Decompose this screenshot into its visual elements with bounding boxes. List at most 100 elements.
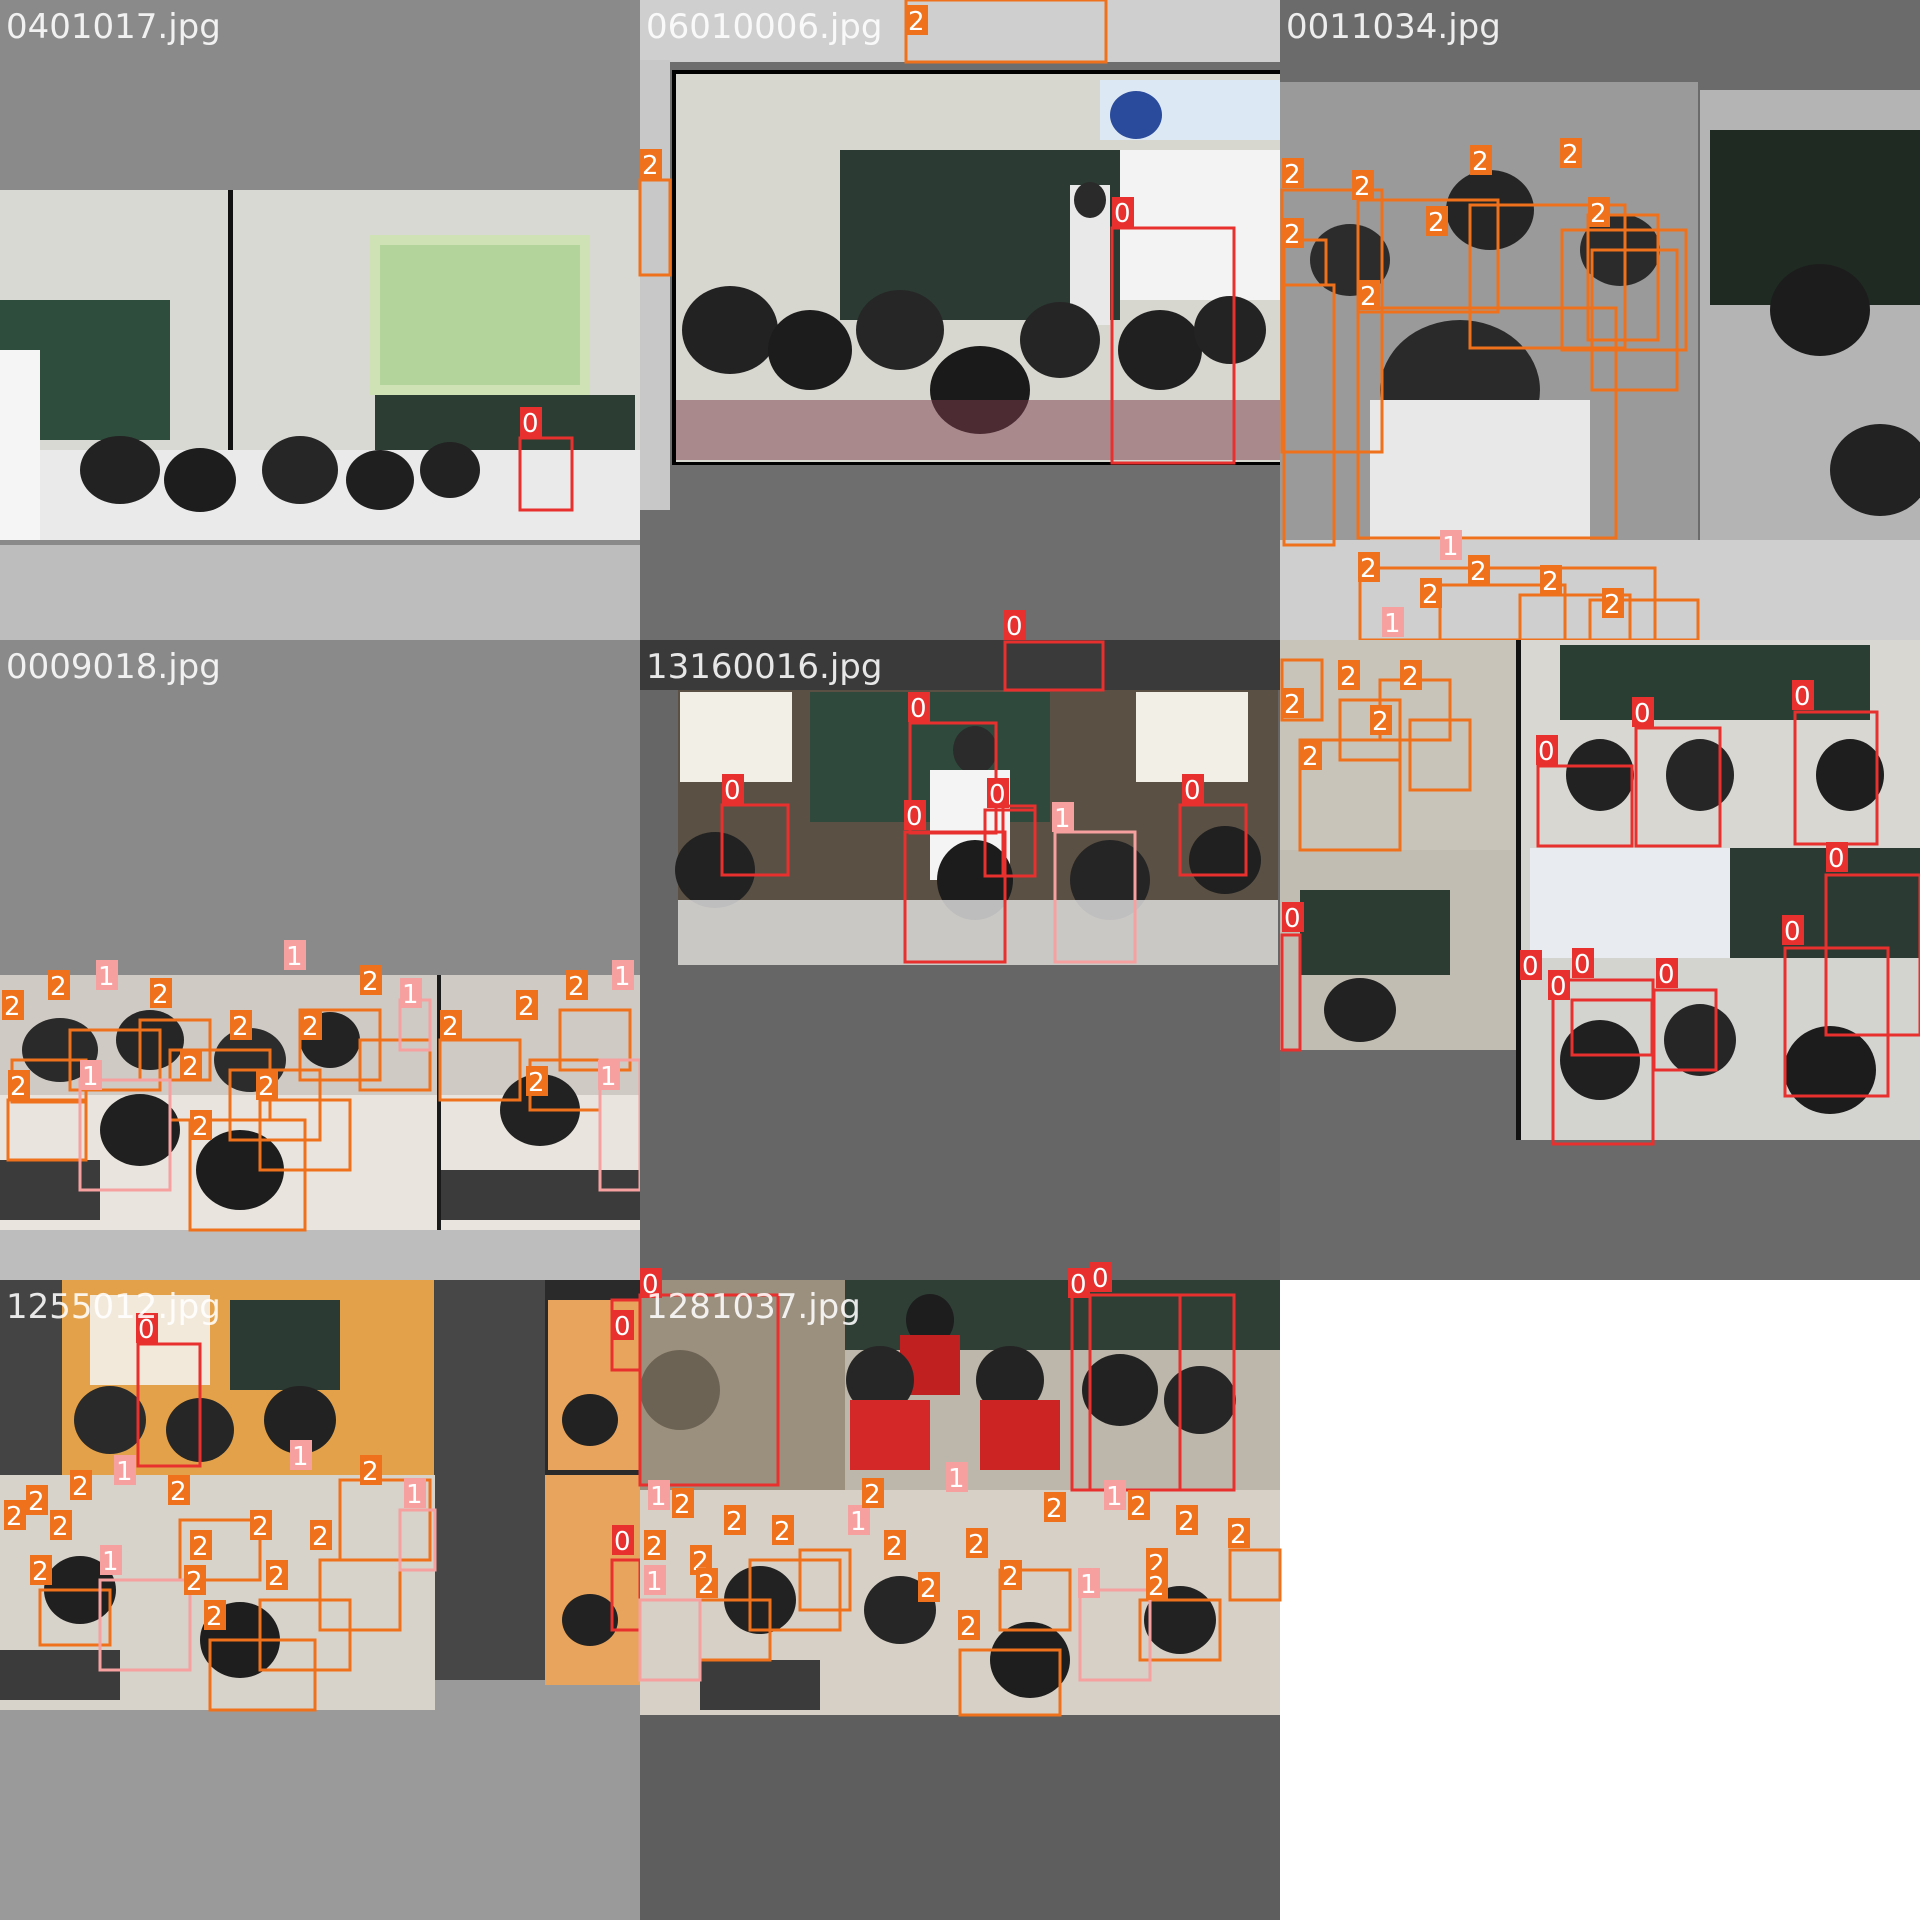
svg-text:2: 2 bbox=[698, 1570, 715, 1600]
svg-text:2: 2 bbox=[206, 1602, 223, 1632]
svg-text:2: 2 bbox=[1562, 140, 1579, 170]
tile-caption: 06010006.jpg bbox=[646, 7, 882, 47]
svg-text:2: 2 bbox=[968, 1530, 985, 1560]
svg-text:2: 2 bbox=[72, 1472, 89, 1502]
svg-text:0: 0 bbox=[1284, 904, 1301, 934]
svg-text:0: 0 bbox=[1522, 952, 1539, 982]
svg-text:2: 2 bbox=[152, 980, 169, 1010]
svg-text:2: 2 bbox=[1360, 554, 1377, 584]
svg-text:2: 2 bbox=[674, 1490, 691, 1520]
svg-text:0: 0 bbox=[614, 1312, 631, 1342]
photo-classroom-teacher-blackboard bbox=[640, 0, 1280, 510]
svg-text:2: 2 bbox=[302, 1012, 319, 1042]
svg-text:2: 2 bbox=[1402, 662, 1419, 692]
tile-caption: 1255012.jpg bbox=[6, 1287, 221, 1327]
svg-text:2: 2 bbox=[1302, 742, 1319, 772]
boxes-class-2 bbox=[38, 1478, 432, 1712]
svg-text:0: 0 bbox=[1794, 682, 1811, 712]
svg-text:2: 2 bbox=[646, 1532, 663, 1562]
tile-caption: 0009018.jpg bbox=[6, 647, 221, 687]
svg-text:0: 0 bbox=[906, 802, 923, 832]
labels-class-2: 2 2 2 2 2 bbox=[1282, 660, 1422, 772]
svg-text:1: 1 bbox=[82, 1062, 99, 1092]
svg-text:0: 0 bbox=[1828, 844, 1845, 874]
svg-text:2: 2 bbox=[1284, 160, 1301, 190]
tile-caption: 0011034.jpg bbox=[1286, 7, 1501, 47]
boxes-class-2 bbox=[6, 1008, 632, 1232]
svg-text:2: 2 bbox=[886, 1532, 903, 1562]
svg-text:1: 1 bbox=[1106, 1482, 1123, 1512]
svg-text:2: 2 bbox=[1284, 690, 1301, 720]
svg-text:2: 2 bbox=[1604, 590, 1621, 620]
boxes-class-0 bbox=[720, 640, 1248, 964]
svg-text:1: 1 bbox=[600, 1062, 617, 1092]
svg-text:1: 1 bbox=[646, 1567, 663, 1597]
svg-text:2: 2 bbox=[1542, 567, 1559, 597]
mosaic-tile: 0 0 0 2 2 2 1 2 1 2 1 2 2 2 2 2 1 2 2 2 bbox=[0, 1280, 642, 1920]
svg-text:2: 2 bbox=[1002, 1562, 1019, 1592]
boxes-class-0 bbox=[1280, 710, 1920, 1146]
svg-text:0: 0 bbox=[989, 780, 1006, 810]
svg-text:2: 2 bbox=[52, 1512, 69, 1542]
box: 0 bbox=[518, 407, 574, 512]
svg-text:1: 1 bbox=[614, 962, 631, 992]
mosaic-tile: 0 0 0 1 2 2 2 1 2 1 2 1 2 2 2 2 2 2 2 2 bbox=[638, 1262, 1282, 1920]
svg-text:2: 2 bbox=[258, 1072, 275, 1102]
svg-text:2: 2 bbox=[1178, 1507, 1195, 1537]
svg-text:0: 0 bbox=[614, 1527, 631, 1557]
photo-classroom-projector bbox=[0, 190, 640, 640]
svg-text:0: 0 bbox=[138, 1315, 155, 1345]
svg-text:0: 0 bbox=[1658, 960, 1675, 990]
svg-text:1: 1 bbox=[948, 1464, 965, 1494]
svg-text:2: 2 bbox=[1360, 282, 1377, 312]
box: 0 bbox=[1110, 197, 1236, 465]
svg-text:2: 2 bbox=[50, 972, 67, 1002]
svg-text:2: 2 bbox=[232, 1012, 249, 1042]
svg-text:2: 2 bbox=[1428, 208, 1445, 238]
svg-text:2: 2 bbox=[4, 992, 21, 1022]
svg-text:2: 2 bbox=[528, 1068, 545, 1098]
mosaic-tile: 2 2 2 2 2 2 2 2 2 2 2 2 2 1 1 0011034.jp… bbox=[1280, 0, 1920, 642]
mosaic-tile: 0 0401017.jpg bbox=[0, 0, 640, 640]
svg-text:2: 2 bbox=[442, 1012, 459, 1042]
svg-text:2: 2 bbox=[960, 1612, 977, 1642]
box: 2 bbox=[904, 0, 1108, 64]
svg-text:2: 2 bbox=[6, 1502, 23, 1532]
mosaic-tile: 0 0 0 0 0 0 1 13160016.jpg bbox=[640, 610, 1280, 1280]
class-label: 0 bbox=[522, 409, 539, 439]
boxes-class-1 bbox=[98, 1508, 437, 1672]
svg-text:2: 2 bbox=[268, 1562, 285, 1592]
svg-text:0: 0 bbox=[1784, 917, 1801, 947]
labels-class-1: 1 1 bbox=[1382, 530, 1462, 639]
svg-text:1: 1 bbox=[1442, 532, 1459, 562]
svg-text:0: 0 bbox=[1006, 612, 1023, 642]
svg-text:2: 2 bbox=[362, 1457, 379, 1487]
svg-text:2: 2 bbox=[864, 1480, 881, 1510]
class-label: 2 bbox=[908, 7, 925, 37]
svg-text:2: 2 bbox=[1284, 220, 1301, 250]
svg-text:1: 1 bbox=[650, 1482, 667, 1512]
svg-text:0: 0 bbox=[642, 1270, 659, 1300]
svg-text:1: 1 bbox=[1080, 1570, 1097, 1600]
svg-text:2: 2 bbox=[774, 1517, 791, 1547]
boxes-class-2 bbox=[1280, 188, 1700, 642]
labels: 0 0 0 0 0 0 0 0 0 0 bbox=[1282, 680, 1848, 1002]
svg-text:2: 2 bbox=[1354, 172, 1371, 202]
labels: 2 2 1 2 1 2 1 2 2 1 2 2 2 2 1 2 2 2 2 1 bbox=[2, 940, 634, 1142]
labels: 0 0 0 0 0 0 1 bbox=[722, 610, 1204, 834]
svg-text:2: 2 bbox=[1372, 707, 1389, 737]
svg-text:2: 2 bbox=[1422, 580, 1439, 610]
mosaic-tile: 2 2 1 2 1 2 1 2 2 1 2 2 2 2 1 2 2 2 2 1 bbox=[0, 640, 642, 1280]
svg-text:0: 0 bbox=[1184, 776, 1201, 806]
svg-text:2: 2 bbox=[1470, 557, 1487, 587]
svg-text:2: 2 bbox=[1230, 1520, 1247, 1550]
photo-classroom-collage-red bbox=[640, 1280, 1280, 1920]
svg-text:2: 2 bbox=[1590, 199, 1607, 229]
photo-classroom-collage bbox=[0, 1280, 640, 1920]
svg-text:1: 1 bbox=[1054, 804, 1071, 834]
mosaic-tile: 0 0 0 0 0 0 0 0 0 0 2 2 2 bbox=[1280, 640, 1920, 1280]
svg-text:0: 0 bbox=[1092, 1264, 1109, 1294]
svg-text:2: 2 bbox=[568, 972, 585, 1002]
